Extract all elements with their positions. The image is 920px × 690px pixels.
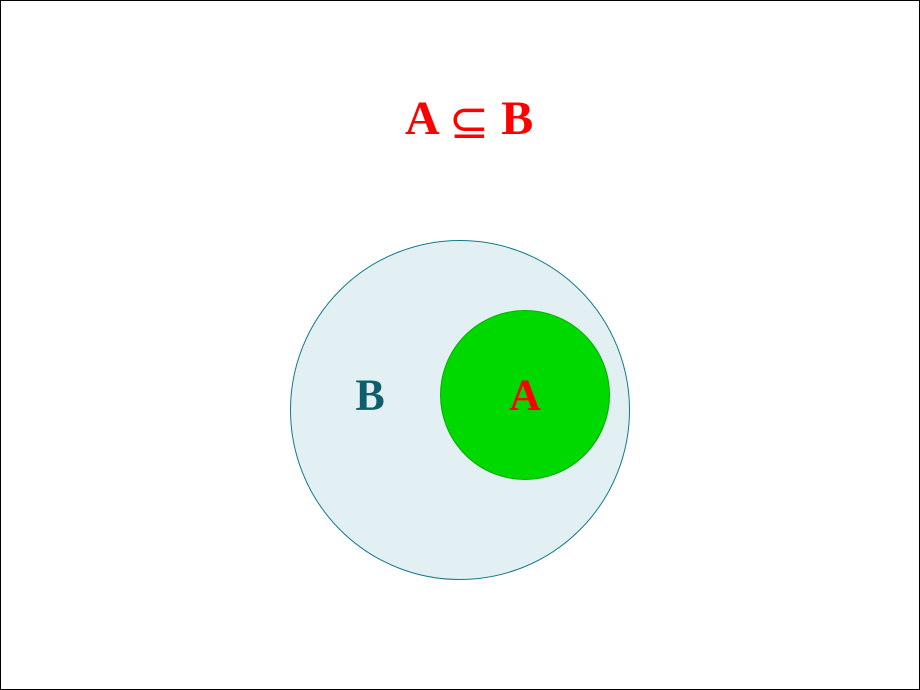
subset-title: A ⊆ B xyxy=(405,90,533,146)
subset-symbol: ⊆ xyxy=(449,94,489,150)
label-a: A xyxy=(509,370,541,421)
title-a: A xyxy=(405,92,437,145)
label-b: B xyxy=(355,370,384,421)
title-b: B xyxy=(501,92,533,145)
